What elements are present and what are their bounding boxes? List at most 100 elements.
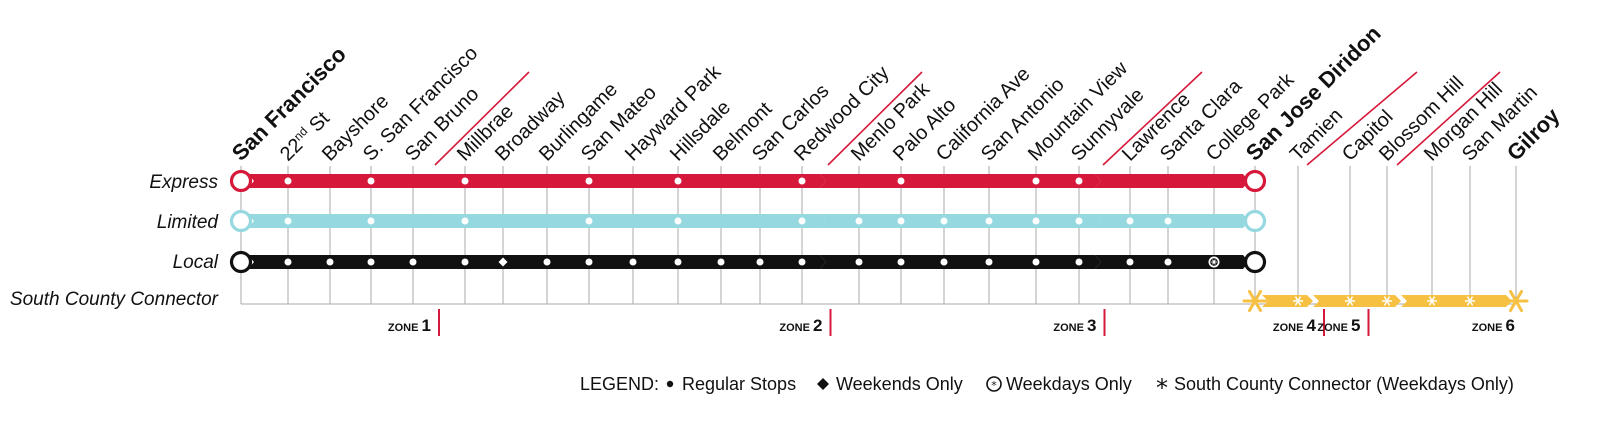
zone-markers: ZONE 1 ZONE 2 ZONE 3 ZONE 4 ZONE 5 ZONE 6	[388, 309, 1515, 336]
zone-word: ZONE	[1053, 322, 1087, 334]
express-stop-san-jose-diridon-terminal	[1243, 169, 1267, 193]
svg-text:ZONE 5: ZONE 5	[1317, 316, 1360, 335]
svg-text:ZONE 2: ZONE 2	[779, 316, 822, 335]
legend-star-icon: *	[1156, 374, 1168, 402]
service-tracks	[248, 174, 1512, 307]
local-stop-san-jose-diridon-terminal	[1243, 250, 1267, 274]
local-stop-mountain-view	[1032, 258, 1040, 266]
express-stop-san-francisco-terminal	[229, 169, 253, 193]
local-stop-redwood-city	[798, 258, 806, 266]
south-county-stop-gilroy-terminal	[1503, 289, 1529, 313]
zone-4: ZONE 4	[1273, 309, 1325, 336]
zone-number: 3	[1087, 316, 1096, 335]
service-label-local: Local	[173, 252, 219, 273]
local-stop-san-francisco-terminal	[229, 250, 253, 274]
zone-number: 2	[813, 316, 822, 335]
service-label-express: Express	[149, 172, 218, 193]
zone-number: 5	[1351, 316, 1360, 335]
limited-track-segment-2	[427, 214, 826, 228]
south-county-stop-capitol-star	[1344, 296, 1356, 306]
local-stop-college-park-weekday	[1208, 256, 1220, 268]
limited-stop-menlo-park	[855, 217, 863, 225]
south-county-stop-san-martin-star	[1464, 296, 1476, 306]
zone-word: ZONE	[779, 322, 813, 334]
zone-word: ZONE	[1472, 322, 1506, 334]
limited-stop-san-mateo	[585, 217, 593, 225]
legend-title: LEGEND:	[580, 374, 659, 394]
zone-slash-5	[1396, 71, 1501, 166]
express-stop-hillsdale	[674, 177, 682, 185]
svg-text:ZONE 3: ZONE 3	[1053, 316, 1096, 335]
express-track-segment-4	[1095, 174, 1249, 188]
limited-stop-22nd-st	[284, 217, 292, 225]
local-stop-22nd-st	[284, 258, 292, 266]
limited-track-segment-4	[1095, 214, 1249, 228]
svg-text:*: *	[991, 379, 997, 392]
limited-stop-redwood-city	[798, 217, 806, 225]
express-stop-sunnyvale	[1075, 177, 1083, 185]
local-stop-santa-clara	[1164, 258, 1172, 266]
south-county-stop-tamien-star	[1292, 296, 1304, 306]
legend-weekend: Weekends Only	[836, 374, 963, 394]
express-stop-redwood-city	[798, 177, 806, 185]
limited-stop-lawrence	[1126, 217, 1134, 225]
legend-regular: Regular Stops	[682, 374, 796, 394]
legend-weekend-diamond-icon	[817, 378, 829, 390]
south-county-track-segment-1	[1262, 295, 1313, 307]
express-stop-millbrae	[461, 177, 469, 185]
local-track-segment-1	[248, 255, 434, 269]
local-stop-millbrae	[461, 258, 469, 266]
local-stop-san-bruno	[409, 258, 417, 266]
limited-stop-sunnyvale	[1075, 217, 1083, 225]
express-track-segment-3	[820, 174, 1101, 188]
zone-word: ZONE	[1273, 322, 1307, 334]
service-labels: Express Limited Local South County Conne…	[10, 172, 220, 310]
zone-slash-3	[1102, 71, 1203, 166]
zone-slashes	[434, 71, 1501, 166]
south-county-track-segment-2	[1313, 295, 1401, 307]
express-stop-22nd-st	[284, 177, 292, 185]
zone-3: ZONE 3	[1053, 309, 1106, 336]
service-label-south-county: South County Connector	[10, 289, 219, 310]
stop-markers	[229, 169, 1529, 313]
local-stop-san-antonio	[985, 258, 993, 266]
local-stop-california-ave	[940, 258, 948, 266]
express-stop-mountain-view	[1032, 177, 1040, 185]
local-stop-bayshore	[326, 258, 334, 266]
legend-weekday-circle-icon: *	[986, 376, 1002, 392]
limited-stop-millbrae	[461, 217, 469, 225]
limited-track-segment-1	[248, 214, 434, 228]
limited-stop-san-antonio	[985, 217, 993, 225]
legend-south-county: South County Connector (Weekdays Only)	[1174, 374, 1514, 394]
svg-text:ZONE 6: ZONE 6	[1472, 316, 1515, 335]
express-track-segment-1	[248, 174, 434, 188]
local-stop-san-mateo	[585, 258, 593, 266]
zone-number: 1	[422, 316, 431, 335]
local-stop-broadway-weekend	[498, 257, 508, 267]
express-track-segment-2	[427, 174, 826, 188]
zone-1: ZONE 1	[388, 309, 440, 336]
local-stop-lawrence	[1126, 258, 1134, 266]
zone-6: ZONE 6	[1472, 316, 1515, 335]
local-track-segment-3	[820, 255, 1101, 269]
limited-stop-california-ave	[940, 217, 948, 225]
limited-track-segment-3	[820, 214, 1101, 228]
south-county-track-segment-3	[1401, 295, 1512, 307]
limited-stop-san-francisco-terminal	[229, 209, 253, 233]
local-stop-palo-alto	[897, 258, 905, 266]
legend-regular-dot-icon	[666, 380, 674, 388]
svg-text:ZONE 1: ZONE 1	[388, 316, 431, 335]
service-label-limited: Limited	[157, 212, 220, 233]
limited-stop-mountain-view	[1032, 217, 1040, 225]
zone-word: ZONE	[1317, 322, 1351, 334]
legend-weekday: Weekdays Only	[1006, 374, 1132, 394]
local-stop-belmont	[717, 258, 725, 266]
south-county-stop-san-jose-diridon-terminal	[1242, 289, 1268, 313]
legend: LEGEND: Regular Stops Weekends Only * We…	[580, 374, 1514, 402]
express-stop-san-mateo	[585, 177, 593, 185]
south-county-stop-morgan-hill-star	[1426, 296, 1438, 306]
local-stop-burlingame	[543, 258, 551, 266]
zone-slash-4	[1306, 71, 1418, 166]
local-stop-hayward-park	[629, 258, 637, 266]
